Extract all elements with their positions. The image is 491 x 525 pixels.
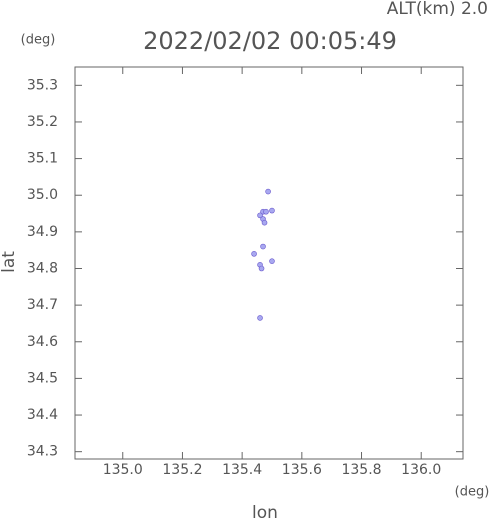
chart-title: 2022/02/02 00:05:49: [143, 27, 397, 55]
data-point: [263, 208, 269, 215]
y-tick-label: 34.7: [27, 297, 58, 313]
y-tick-label: 34.3: [27, 444, 58, 460]
y-tick-label: 34.6: [27, 334, 58, 350]
data-point: [257, 315, 263, 321]
y-tick-label: 34.5: [27, 370, 58, 386]
data-point: [260, 243, 266, 250]
data-point: [258, 265, 265, 272]
y-tick-label: 34.8: [27, 260, 58, 276]
y-tick-label: 35.2: [27, 114, 58, 130]
x-axis-label: lon: [252, 503, 278, 521]
altitude-label: ALT(km) 2.0: [387, 0, 488, 19]
data-point: [265, 188, 271, 195]
y-unit: (deg): [21, 33, 56, 48]
x-tick-label: 136.0: [401, 462, 441, 478]
y-tick-label: 35.0: [27, 187, 58, 203]
y-axis-label: lat: [0, 251, 19, 273]
data-point: [269, 258, 275, 264]
x-unit: (deg): [455, 485, 490, 500]
x-tick-label: 135.6: [282, 462, 322, 478]
y-tick-label: 35.1: [27, 151, 58, 167]
x-tick-label: 135.0: [103, 462, 143, 478]
x-tick-label: 135.2: [162, 462, 202, 478]
data-point: [269, 207, 275, 214]
data-point: [261, 219, 268, 226]
y-tick-label: 35.3: [27, 77, 58, 93]
y-tick-label: 34.4: [27, 407, 58, 423]
data-point: [257, 212, 263, 219]
x-tick-label: 135.4: [222, 462, 262, 478]
data-point: [251, 251, 257, 257]
y-tick-label: 34.9: [27, 224, 58, 240]
x-tick-label: 135.8: [341, 462, 381, 478]
plot-frame: [74, 66, 464, 460]
